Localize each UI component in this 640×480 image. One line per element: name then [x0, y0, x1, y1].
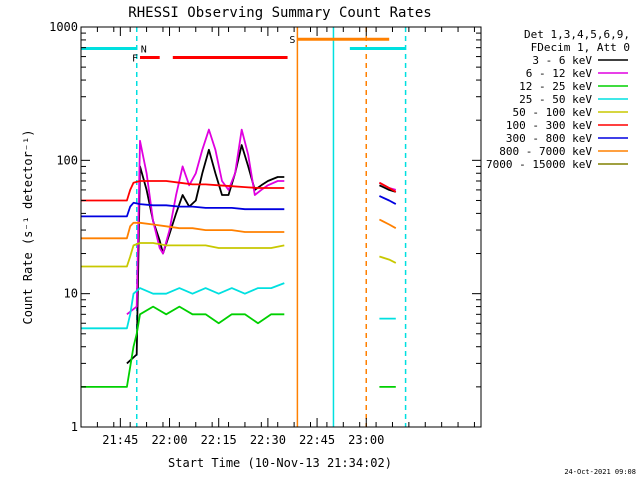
- legend-label: 25 - 50 keV: [519, 93, 592, 106]
- series-line: [378, 181, 397, 193]
- x-tick-label: 21:45: [102, 433, 138, 447]
- series-line: [81, 201, 285, 218]
- series-line: [379, 255, 397, 264]
- legend-label: 12 - 25 keV: [519, 80, 592, 93]
- series-layer: [81, 128, 397, 388]
- series-line: [379, 195, 397, 205]
- timestamp: 24-Oct-2021 09:08: [564, 468, 636, 476]
- legend-label: 7000 - 15000 keV: [486, 158, 592, 171]
- x-axis: 21:45 22:00 22:15 22:30 22:45 23:00: [80, 27, 475, 447]
- series-line: [81, 282, 285, 330]
- y-tick-label: 100: [56, 153, 78, 167]
- legend-label: 800 - 7000 keV: [499, 145, 592, 158]
- legend-label: 50 - 100 keV: [513, 106, 593, 119]
- legend-label: 3 - 6 keV: [532, 54, 592, 67]
- series-line: [81, 242, 285, 268]
- y-tick-label: 10: [64, 287, 78, 301]
- plot-frame: [80, 26, 482, 428]
- legend-label: 6 - 12 keV: [526, 67, 593, 80]
- y-axis: 1 10 100 1000: [49, 20, 481, 434]
- chart-title: RHESSI Observing Summary Count Rates: [128, 5, 431, 21]
- y-tick-label: 1: [71, 420, 78, 434]
- legend-label: 100 - 300 keV: [506, 119, 592, 132]
- vertical-markers: [135, 27, 407, 427]
- flag-label: S: [289, 35, 295, 46]
- legend-header-line: Det 1,3,4,5,6,9,: [524, 28, 630, 41]
- legend-header-line: FDecim 1, Att 0: [531, 41, 630, 54]
- x-tick-label: 22:00: [151, 433, 187, 447]
- flag-bars: NF S: [81, 35, 406, 65]
- series-line: [81, 305, 285, 388]
- series-line: [81, 221, 285, 240]
- y-tick-label: 1000: [49, 20, 78, 34]
- x-tick-label: 22:15: [201, 433, 237, 447]
- legend-label: 300 - 800 keV: [506, 132, 592, 145]
- flag-label: N: [141, 44, 147, 55]
- x-tick-label: 22:30: [250, 433, 286, 447]
- series-line: [81, 180, 285, 202]
- x-axis-title: Start Time (10-Nov-13 21:34:02): [168, 456, 392, 470]
- series-line: [378, 218, 397, 229]
- flag-label: F: [132, 54, 138, 65]
- x-tick-label: 23:00: [348, 433, 384, 447]
- series-line: [126, 128, 285, 316]
- x-tick-label: 22:45: [299, 433, 335, 447]
- legend: Det 1,3,4,5,6,9,FDecim 1, Att 03 - 6 keV…: [486, 28, 630, 171]
- y-axis-title: Count Rate (s⁻¹ detector⁻¹): [21, 129, 35, 324]
